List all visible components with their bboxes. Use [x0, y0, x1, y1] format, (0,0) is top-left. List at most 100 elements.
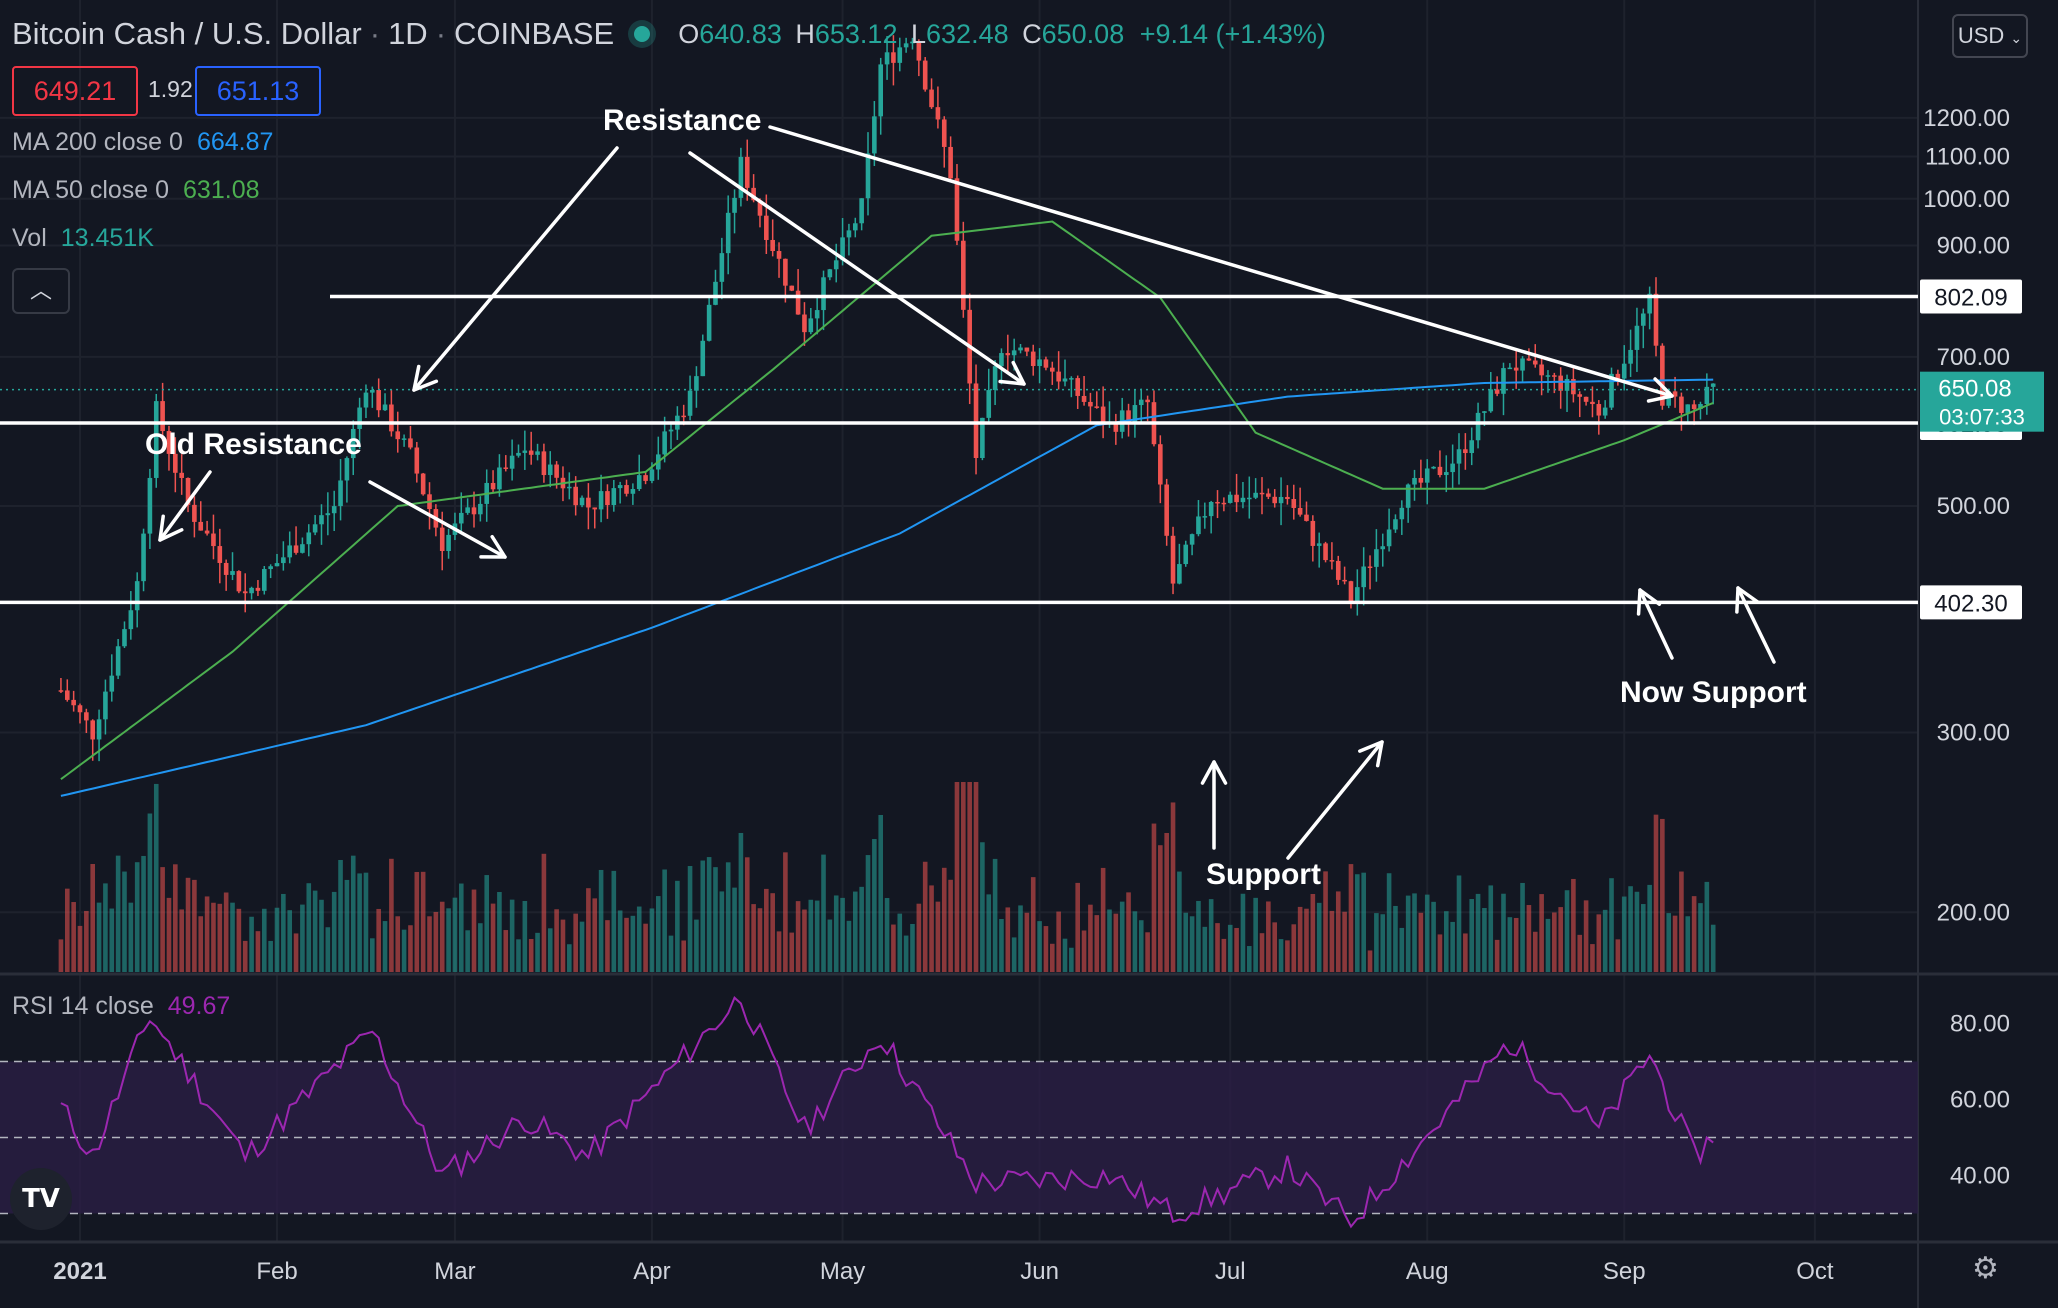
candle-body	[1278, 496, 1284, 504]
volume-bar	[1621, 896, 1627, 972]
buy-price-button[interactable]: 651.13	[195, 66, 321, 116]
volume-bar	[1552, 912, 1557, 972]
volume-bar	[1037, 921, 1042, 972]
volume-bar	[1119, 901, 1125, 972]
volume-bar	[744, 857, 750, 972]
candle-body	[141, 533, 146, 582]
interval-label[interactable]: 1D	[388, 16, 428, 51]
resistance-arrow-head	[998, 360, 1026, 386]
candle-body	[941, 119, 947, 147]
volume-legend[interactable]: Vol 13.451K	[12, 224, 154, 253]
candle-body	[160, 401, 165, 432]
volume-bar	[738, 832, 744, 972]
open-value: 640.83	[699, 18, 782, 49]
candle-body	[1545, 375, 1551, 377]
now-support-arrow	[1736, 586, 1776, 664]
candle-body	[134, 581, 140, 611]
time-tick-label: Jun	[1020, 1258, 1059, 1285]
now-support-annotation: Now Support	[1620, 676, 1807, 709]
candle-body	[808, 318, 814, 333]
old-resistance-annotation: Old Resistance	[145, 428, 362, 461]
volume-bar	[1272, 922, 1278, 972]
candle-body	[1488, 389, 1494, 412]
volume-bar	[852, 891, 858, 972]
volume-bar	[1094, 915, 1100, 972]
rsi-value: 49.67	[167, 992, 231, 1020]
volume-bar	[1634, 891, 1640, 972]
volume-bar	[586, 888, 591, 972]
candle-body	[719, 253, 725, 282]
volume-bar	[636, 906, 642, 972]
candle-body	[859, 198, 864, 224]
rsi-tick-label: 80.00	[1950, 1011, 2010, 1038]
candle-body	[1202, 516, 1208, 518]
rsi-tick-label: 40.00	[1950, 1163, 2010, 1190]
volume-bar	[605, 920, 610, 972]
volume-bar	[192, 879, 197, 972]
volume-bar	[1399, 927, 1405, 972]
volume-bar	[1056, 911, 1061, 972]
candle-body	[1145, 399, 1150, 403]
candle-body	[694, 376, 699, 391]
volume-bar	[1583, 900, 1589, 972]
volume-bar	[967, 782, 972, 972]
level-price-tag	[1920, 585, 2022, 620]
candle-body	[516, 452, 521, 456]
candle-body	[370, 389, 375, 393]
volume-bar	[1304, 908, 1309, 972]
candle-body	[1126, 410, 1131, 423]
volume-bar	[471, 889, 477, 972]
ma200-legend[interactable]: MA 200 close 0 664.87	[12, 128, 273, 157]
volume-bar	[1475, 893, 1481, 972]
candle-body	[357, 407, 362, 429]
volume-bar	[725, 862, 731, 972]
candle-body	[261, 569, 267, 591]
candle-body	[478, 503, 483, 515]
tradingview-logo[interactable]: TV	[10, 1168, 72, 1230]
volume-bar	[655, 896, 661, 972]
candle-body	[312, 524, 318, 533]
volume-bar	[1628, 886, 1633, 972]
candle-body	[1138, 399, 1144, 406]
candle-body	[1062, 378, 1068, 382]
volume-bar	[185, 877, 191, 972]
candle-body	[910, 41, 915, 44]
candle-body	[96, 719, 102, 740]
volume-bar	[1450, 921, 1455, 972]
volume-bar	[325, 927, 331, 972]
volume-bar	[764, 888, 769, 972]
candle-body	[935, 107, 941, 120]
candle-body	[1679, 396, 1684, 413]
collapse-legend-button[interactable]: ︿	[12, 268, 70, 314]
rsi-legend[interactable]: RSI 14 close 49.67	[12, 992, 230, 1021]
volume-bar	[344, 879, 350, 972]
sell-price-button[interactable]: 649.21	[12, 66, 138, 116]
candle-body	[1660, 345, 1665, 406]
ma50-legend[interactable]: MA 50 close 0 631.08	[12, 176, 260, 205]
volume-bar	[109, 908, 115, 972]
currency-select[interactable]: USD ⌄	[1952, 14, 2028, 58]
volume-bar	[1679, 871, 1684, 972]
volume-bar	[1246, 946, 1252, 972]
settings-gear-icon[interactable]: ⚙	[1972, 1252, 1999, 1285]
volume-bar	[1011, 937, 1017, 972]
candle-body	[1183, 544, 1189, 565]
volume-bar	[115, 855, 121, 972]
candle-body	[1602, 407, 1608, 416]
volume-bar	[1488, 885, 1494, 972]
candle-body	[795, 290, 801, 315]
volume-bar	[522, 900, 528, 972]
symbol-name[interactable]: Bitcoin Cash / U.S. Dollar	[12, 16, 362, 51]
spread-value: 1.92	[148, 76, 193, 102]
volume-bar	[922, 861, 928, 972]
candle-body	[1539, 364, 1544, 376]
rsi-label: RSI 14 close	[12, 992, 154, 1020]
chevron-down-icon: ⌄	[2010, 30, 2023, 46]
volume-bar	[624, 917, 629, 972]
candle-body	[1380, 546, 1386, 550]
volume-bar	[1558, 907, 1563, 972]
resistance-trendline-head	[1646, 377, 1674, 403]
volume-bar	[465, 930, 470, 972]
candle-body	[281, 557, 286, 564]
